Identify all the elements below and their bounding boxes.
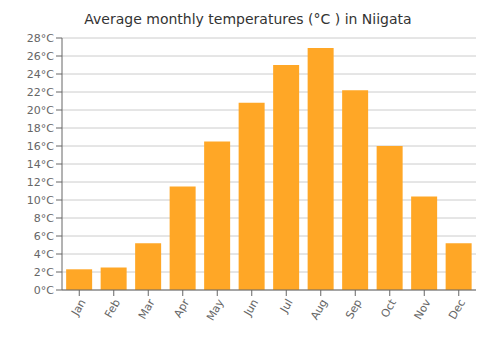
svg-text:14°C: 14°C xyxy=(27,158,54,171)
html-text:Average monthly temperatures (: Average monthly temperatures (°C ) in Ni… xyxy=(84,11,412,27)
svg-text:28°C: 28°C xyxy=(27,32,54,45)
svg-text:Jun: Jun xyxy=(241,297,261,319)
svg-text:Oct: Oct xyxy=(378,296,399,320)
svg-text:Sep: Sep xyxy=(343,297,365,321)
svg-text:4°C: 4°C xyxy=(34,248,54,261)
svg-text:0°C: 0°C xyxy=(34,284,54,297)
svg-text:20°C: 20°C xyxy=(27,104,54,117)
svg-text:Jan: Jan xyxy=(68,297,88,319)
svg-text:Apr: Apr xyxy=(171,296,192,319)
svg-text:10°C: 10°C xyxy=(27,194,54,207)
svg-text:Mar: Mar xyxy=(136,297,158,322)
svg-text:12°C: 12°C xyxy=(27,176,54,189)
svg-text:Feb: Feb xyxy=(102,297,123,320)
svg-text:May: May xyxy=(204,296,227,323)
svg-text:22°C: 22°C xyxy=(27,86,54,99)
svg-text:Jul: Jul xyxy=(277,297,295,316)
svg-text:Dec: Dec xyxy=(446,297,468,322)
svg-text:26°C: 26°C xyxy=(27,50,54,63)
svg-text:Nov: Nov xyxy=(412,296,434,322)
svg-text:8°C: 8°C xyxy=(34,212,54,225)
svg-text:24°C: 24°C xyxy=(27,68,54,81)
svg-text:18°C: 18°C xyxy=(27,122,54,135)
svg-text:Aug: Aug xyxy=(308,297,330,322)
svg-text:16°C: 16°C xyxy=(27,140,54,153)
svg-text:2°C: 2°C xyxy=(34,266,54,279)
svg-text:6°C: 6°C xyxy=(34,230,54,243)
